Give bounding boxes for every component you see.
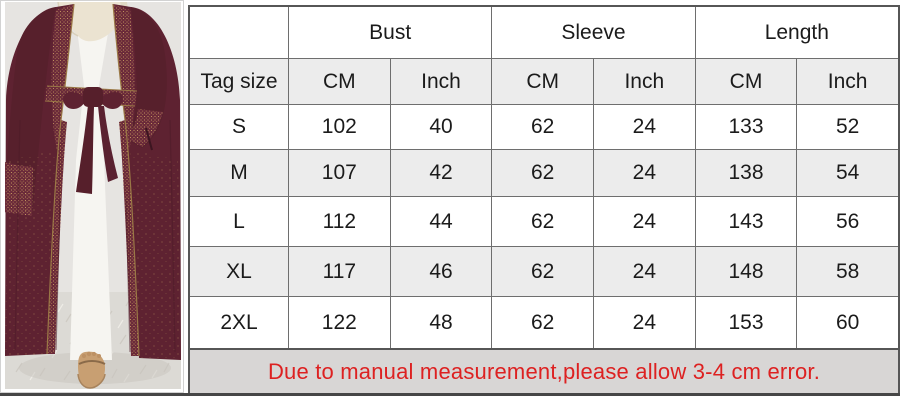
pocket [145, 127, 153, 151]
value-s-bust-cm: 102 [288, 104, 390, 149]
value-2xl-sleeve-cm: 62 [491, 296, 593, 348]
value-m-sleeve-inch: 24 [592, 149, 695, 196]
value-xl-bust-inch: 46 [389, 246, 492, 296]
value-xl-bust-cm: 117 [288, 246, 390, 296]
col-header-tag-size: Tag size [190, 58, 288, 104]
size-label-m: M [190, 149, 288, 196]
value-2xl-bust-inch: 48 [389, 296, 492, 348]
belt-bow [44, 85, 138, 194]
size-label-s: S [190, 104, 288, 149]
value-s-bust-inch: 40 [389, 104, 492, 149]
value-l-bust-cm: 112 [288, 196, 390, 246]
unit-header-bust-inch: Inch [389, 58, 492, 104]
unit-header-length-cm: CM [694, 58, 797, 104]
value-xl-length-inch: 58 [796, 246, 898, 296]
size-label-l: L [190, 196, 288, 246]
size-label-2xl: 2XL [190, 296, 288, 348]
measurement-note-text: Due to manual measurement,please allow 3… [267, 358, 821, 384]
value-m-bust-inch: 42 [389, 149, 492, 196]
value-l-bust-inch: 44 [389, 196, 492, 246]
group-header-bust: Bust [288, 7, 492, 58]
value-l-length-inch: 56 [796, 196, 898, 246]
unit-header-sleeve-inch: Inch [592, 58, 695, 104]
unit-header-length-inch: Inch [796, 58, 898, 104]
value-2xl-bust-cm: 122 [288, 296, 390, 348]
value-m-sleeve-cm: 62 [491, 149, 593, 196]
abaya-photo-illustration [0, 0, 184, 393]
unit-header-bust-cm: CM [288, 58, 390, 104]
value-xl-sleeve-cm: 62 [491, 246, 593, 296]
value-m-length-cm: 138 [694, 149, 797, 196]
sandal-foot [77, 351, 106, 389]
group-header-sleeve: Sleeve [491, 7, 695, 58]
value-m-bust-cm: 107 [288, 149, 390, 196]
value-l-sleeve-inch: 24 [592, 196, 695, 246]
value-2xl-length-inch: 60 [796, 296, 898, 348]
group-header-length: Length [694, 7, 898, 58]
product-photo [0, 0, 184, 393]
value-s-length-inch: 52 [796, 104, 898, 149]
value-l-length-cm: 143 [694, 196, 797, 246]
value-l-sleeve-cm: 62 [491, 196, 593, 246]
value-xl-sleeve-inch: 24 [592, 246, 695, 296]
size-label-xl: XL [190, 246, 288, 296]
value-2xl-length-cm: 153 [694, 296, 797, 348]
value-s-sleeve-cm: 62 [491, 104, 593, 149]
size-chart-table: Bust Sleeve Length Tag size CM Inch CM I… [188, 5, 900, 350]
value-m-length-inch: 54 [796, 149, 898, 196]
measurement-note-banner: Due to manual measurement,please allow 3… [188, 350, 900, 393]
bottom-divider [0, 393, 900, 396]
corner-blank-cell [190, 7, 288, 58]
value-2xl-sleeve-inch: 24 [592, 296, 695, 348]
unit-header-sleeve-cm: CM [491, 58, 593, 104]
value-s-length-cm: 133 [694, 104, 797, 149]
value-xl-length-cm: 148 [694, 246, 797, 296]
value-s-sleeve-inch: 24 [592, 104, 695, 149]
